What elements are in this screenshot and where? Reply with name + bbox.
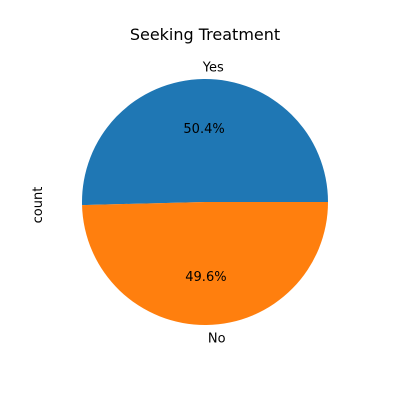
y-axis-label: count [31, 187, 46, 224]
slice-percent-yes: 50.4% [183, 122, 224, 137]
slice-percent-no: 49.6% [185, 270, 226, 285]
slice-label-no: No [208, 331, 226, 346]
pie-slices [81, 78, 328, 325]
pie-labels: Yes 50.4% No 49.6% [183, 61, 226, 347]
pie-slice-no [82, 202, 328, 325]
slice-label-yes: Yes [202, 61, 224, 76]
chart-title: Seeking Treatment [130, 25, 280, 44]
pie-slice-yes [81, 78, 328, 206]
